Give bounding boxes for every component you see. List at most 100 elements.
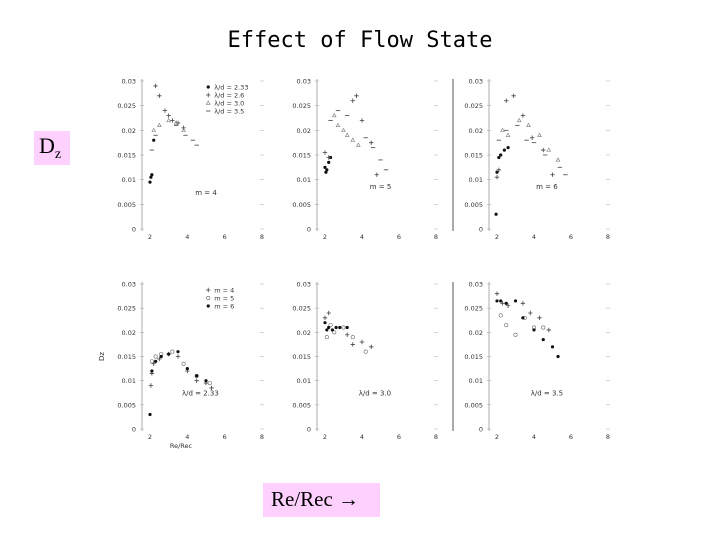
y-tick-label: 0.03 [469,281,483,289]
data-point-dot [541,337,545,342]
data-point-plus [157,356,162,362]
y-tick-label: 0.005 [292,401,311,409]
y-tick-label: 0.025 [292,305,311,313]
data-point-triangle [344,132,350,137]
series-m-5 [149,349,212,386]
data-point-dot [325,328,329,332]
data-point-plus [206,287,211,293]
series-m-6 [323,321,349,332]
data-point-circle [194,373,199,378]
data-point-plus [520,301,526,306]
legend-label: λ/d = 3.5 [214,108,244,116]
x-tick-label: 4 [360,233,364,241]
data-point-plus [541,147,546,153]
data-point-dot [148,412,152,417]
y-tick-label: 0.02 [122,127,136,135]
x-tick-label: 2 [148,433,152,441]
data-point-dot [495,170,499,174]
data-point-circle [207,381,212,386]
data-point-triangle [350,137,356,142]
data-point-circle [149,359,154,364]
data-point-triangle [546,147,552,152]
data-point-triangle [555,157,561,162]
data-point-triangle [181,127,186,132]
data-point-dot [502,148,506,152]
y-tick-label: 0.005 [464,201,483,209]
data-point-dot [159,354,163,359]
y-tick-label: 0.025 [117,102,136,110]
re-rec-label: Re/Rec → [271,487,360,511]
series--d-2-33 [323,155,333,174]
series--d-3-5 [328,110,389,171]
data-point-plus [511,93,516,98]
y-tick-label: 0.025 [464,305,483,313]
data-point-plus [350,342,355,347]
y-tick-label: 0.025 [464,102,483,110]
data-point-plus [359,118,365,123]
x-tick-label: 8 [606,433,610,441]
x-tick-label: 4 [360,433,364,441]
y-tick-label: 0.025 [292,102,311,110]
y-tick-label: 0.015 [464,152,483,160]
data-point-dot [176,350,180,354]
data-point-circle [498,313,503,318]
x-tick-label: 2 [148,233,152,241]
y-tick-label: 0.03 [297,281,311,289]
x-tick-label: 6 [397,433,401,441]
x-tick-label: 8 [434,433,438,441]
data-point-plus [550,172,555,177]
data-point-circle [363,349,368,354]
data-point-dot [323,321,327,325]
data-point-plus [322,150,328,155]
y-tick-label: 0 [479,226,483,234]
data-point-plus [528,310,533,316]
dz-label-main: D [39,133,55,158]
x-tick-label: 2 [323,233,327,241]
data-point-triangle [355,142,361,147]
data-point-plus [546,327,551,333]
y-tick-label: 0.03 [297,78,311,86]
data-point-plus [326,310,331,316]
series-m-5 [324,323,368,354]
data-point-dot [521,316,525,320]
y-tick-label: 0.01 [122,377,136,385]
data-point-dot [334,325,338,330]
panel-annotation: m = 6 [536,183,558,191]
data-point-dot [499,153,503,157]
y-tick-label: 0.03 [122,281,136,289]
data-point-circle [504,323,509,328]
series--d-3-5 [149,124,199,151]
data-point-dot [149,175,153,179]
legend: m = 4m = 5m = 6 [206,287,234,311]
data-point-dot [506,146,510,150]
x-tick-label: 8 [606,233,610,241]
data-point-plus [369,140,374,145]
data-point-circle [206,295,211,300]
x-tick-label: 2 [323,433,327,441]
series-m-4 [148,351,214,391]
data-point-plus [175,354,181,359]
series--d-3-0 [151,117,186,132]
y-tick-label: 0.005 [464,401,483,409]
series--d-2-6 [153,83,186,131]
data-point-dot [504,301,508,305]
data-point-triangle [500,127,505,132]
x-tick-label: 4 [185,433,189,441]
data-point-plus [206,92,211,98]
panel-annotation: m = 5 [370,183,392,191]
chart-panel-bottom-left: 0 0.005 0.01 0.015 0.02 0.025 0.03 2 4 6 8 Re/Rec Dz… [98,281,264,451]
data-point-plus [151,361,156,366]
data-point-dot [556,354,560,359]
y-tick-label: 0.015 [464,353,483,361]
data-point-dot [150,369,154,373]
series--d-2-33 [494,146,510,216]
data-point-plus [494,291,500,296]
data-point-dot [327,325,331,330]
data-point-plus [153,83,158,89]
y-tick-label: 0.02 [469,127,483,135]
data-point-circle [170,349,175,354]
data-point-dot [497,155,501,160]
data-point-dot [148,180,152,184]
data-point-plus [322,315,328,321]
x-tick-label: 2 [495,433,499,441]
